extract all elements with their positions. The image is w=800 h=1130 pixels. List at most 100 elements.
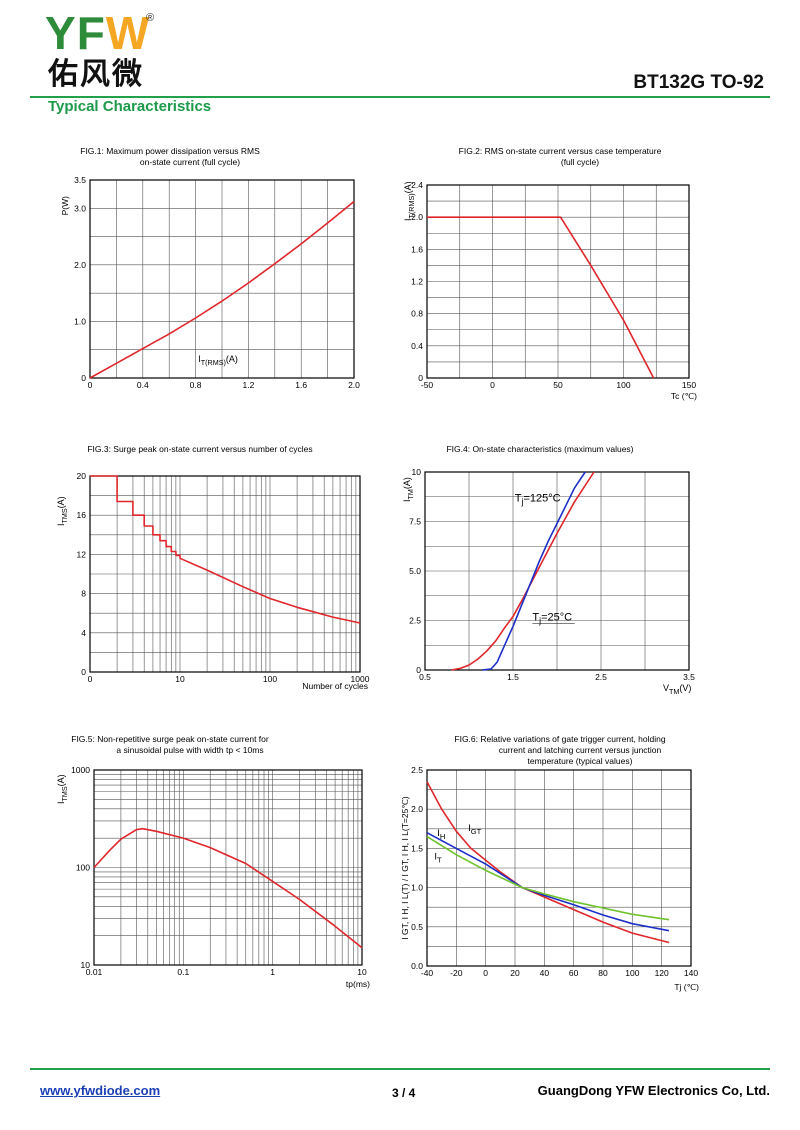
x-tick-label: -20 — [450, 968, 463, 978]
logo-letters: YFW — [45, 7, 150, 59]
fig1-svg: 0 0.4 0.8 1.2 1.6 2.0 0 1.0 2.0 3.0 3.5 P(W) IT(RMS)… — [60, 146, 360, 390]
x-tick-label: 20 — [510, 968, 520, 978]
y-tick-label: 1.0 — [411, 883, 423, 893]
y-axis-label-rest: (A) — [402, 477, 412, 489]
x-tick-label: -50 — [421, 380, 434, 390]
y-axis-label-rest: (A) — [56, 774, 66, 786]
curve-label-main: I — [434, 851, 437, 862]
y-tick-label: 12 — [77, 549, 87, 559]
fig1-plot: 0 0.4 0.8 1.2 1.6 2.0 0 1.0 2.0 3.0 3.5 P(W) IT(RMS)… — [60, 175, 360, 390]
y-tick-label: 16 — [77, 510, 87, 520]
x-tick-label: 100 — [625, 968, 639, 978]
y-axis-label-sub: T(RMS) — [407, 193, 416, 218]
x-tick-label: 0.1 — [177, 967, 189, 977]
temperature-annotation-main: T — [532, 612, 539, 624]
temperature-annotation: Tj=25°C — [532, 612, 572, 626]
x-tick-label: 1 — [270, 967, 275, 977]
x-tick-label: 0.8 — [190, 380, 202, 390]
fig6-caption-line: FIG.6: Relative variations of gate trigg… — [454, 734, 665, 744]
y-tick-label: 0.8 — [411, 309, 423, 319]
x-axis-label: IT(RMS)(A) — [198, 354, 238, 367]
y-tick-label: 0 — [416, 665, 421, 675]
y-tick-label: 1.0 — [74, 316, 86, 326]
x-axis-label-sub: T(RMS) — [201, 358, 226, 367]
temperature-annotation-main: T — [515, 493, 522, 505]
y-tick-label: 0 — [418, 373, 423, 383]
y-axis-label: P(W) — [60, 196, 70, 216]
curve-label-sub: T — [437, 855, 442, 864]
curve-label: IH — [437, 828, 445, 841]
y-tick-label: 20 — [77, 471, 87, 481]
x-axis-label: Tj (℃) — [674, 982, 699, 992]
x-tick-label: 120 — [655, 968, 669, 978]
x-tick-label: 100 — [263, 674, 277, 684]
temperature-annotation-sub: j — [520, 497, 523, 507]
x-axis-label-main: V — [663, 683, 669, 693]
x-tick-label: 10 — [357, 967, 367, 977]
y-tick-label: 7.5 — [409, 517, 421, 527]
series-line-2 — [426, 835, 670, 921]
y-axis-label: ITMS(A) — [56, 496, 69, 526]
x-tick-label: 0 — [490, 380, 495, 390]
y-axis-label-main: I — [402, 499, 412, 502]
section-title: Typical Characteristics — [48, 98, 212, 115]
temperature-annotation-rest: =25°C — [541, 612, 572, 624]
curve-label-sub: GT — [471, 827, 482, 836]
fig1-caption-line: on-state current (full cycle) — [140, 157, 240, 167]
y-tick-label: 2.4 — [411, 180, 423, 190]
x-axis-label-main: I — [198, 354, 201, 364]
logo-letter: Y — [45, 7, 77, 59]
chart-fig6: -40 -20 0 20 40 60 80 100 120 140 0.0 0.5 1.0 1.5 2.0 2… — [400, 728, 740, 993]
plot-frame — [89, 179, 355, 379]
chart-fig3: 0 10 100 1000 0 4 8 12 16 20 ITMS(A) Number of cycl… — [40, 438, 380, 698]
x-tick-label: 1.5 — [507, 672, 519, 682]
temperature-annotation: Tj=125°C — [515, 493, 561, 507]
series-line-1 — [426, 831, 670, 932]
fig2-plot: -50 0 50 100 15000.40.81.21.62.02.4IT(RMS)(A… — [403, 180, 697, 401]
y-tick-label: 1.6 — [411, 244, 423, 254]
y-axis-label-sub: TM — [406, 489, 415, 499]
x-tick-label: 0 — [88, 380, 93, 390]
fig3-svg: 0 10 100 1000 0 4 8 12 16 20 ITMS(A) Number of cycl… — [56, 444, 370, 691]
chart-fig5: 0.01 0.1 1 10 10 100 1000 ITMS(A) tp(ms) FIG.5: N… — [40, 728, 380, 993]
x-axis-label-sub: TM — [669, 687, 679, 696]
temperature-annotation-rest: =125°C — [523, 493, 560, 505]
curve-label-main: I — [437, 828, 440, 839]
plot-frame — [426, 769, 692, 967]
series-line-0 — [89, 200, 355, 379]
y-axis-label: I GT, I H, I L(T) / I GT, I H, I L(T=25℃… — [400, 796, 410, 940]
logo-chinese-name: 佑风微 — [48, 57, 144, 92]
fig5-caption-line: a sinusoidal pulse with width tp < 10ms — [116, 745, 263, 755]
registered-mark: ® — [146, 12, 155, 24]
y-axis-label-rest: (A) — [56, 496, 66, 508]
website-link[interactable]: www.yfwdiode.com — [40, 1083, 161, 1098]
y-axis-label-sub: TMS — [60, 508, 69, 523]
logo-letter: F — [76, 7, 106, 59]
fig4-caption-line: FIG.4: On-state characteristics (maximum… — [446, 444, 633, 454]
x-tick-label: 2.0 — [348, 380, 360, 390]
y-tick-label: 0.0 — [411, 961, 423, 971]
y-tick-label: 3.5 — [74, 175, 86, 185]
y-tick-label: 100 — [76, 863, 90, 873]
company-name: GuangDong YFW Electronics Co, Ltd. — [537, 1083, 770, 1098]
y-axis-label-sub: TMS — [60, 786, 69, 801]
temperature-annotation-sub: j — [538, 616, 541, 626]
fig1-caption-line: FIG.1: Maximum power dissipation versus … — [80, 146, 260, 156]
y-axis-label: ITMS(A) — [56, 774, 69, 804]
y-tick-label: 4 — [81, 628, 86, 638]
logo-letter: W — [105, 7, 151, 59]
y-axis-label-main: I — [403, 218, 413, 221]
y-axis-label: ITM(A) — [402, 477, 415, 502]
curve-label: IT — [434, 851, 442, 864]
y-tick-label: 1.5 — [411, 843, 423, 853]
chart-fig1: 0 0.4 0.8 1.2 1.6 2.0 0 1.0 2.0 3.0 3.5 P(W) IT(RMS)… — [40, 140, 380, 400]
fig5-caption-line: FIG.5: Non-repetitive surge peak on-stat… — [71, 734, 269, 744]
chart-fig2: -50 0 50 100 150 0 0.4 0.8 1.2 1.6 2.0 2.4 IT(RMS)(A… — [400, 140, 740, 401]
y-axis-label-rest: (A) — [403, 181, 413, 193]
x-tick-label: 2.5 — [595, 672, 607, 682]
y-tick-label: 8 — [81, 589, 86, 599]
header-rule — [30, 96, 770, 98]
y-axis-label: IT(RMS)(A) — [403, 181, 416, 221]
footer-rule — [30, 1068, 770, 1070]
y-tick-label: 1000 — [71, 765, 90, 775]
